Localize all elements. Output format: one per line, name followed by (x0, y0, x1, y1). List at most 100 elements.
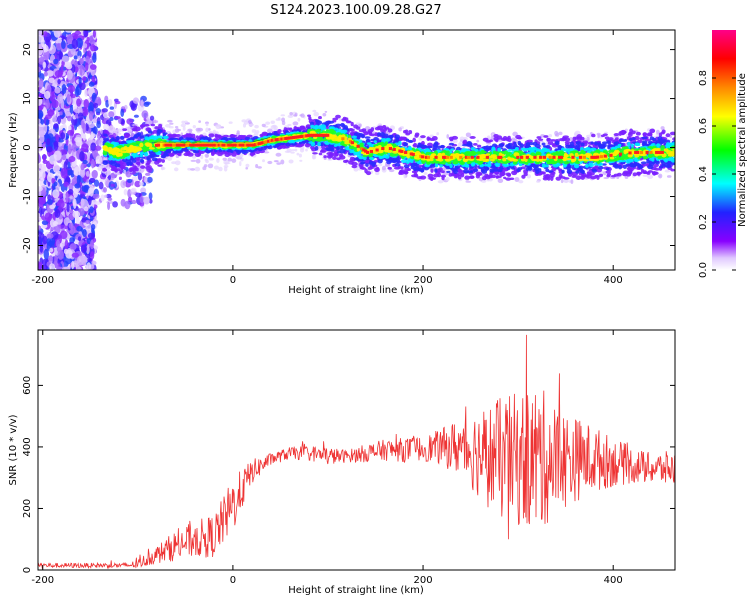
heatmap-cell (127, 196, 133, 203)
heatmap-cell (85, 122, 89, 132)
heatmap-cell (98, 178, 105, 183)
heatmap-cell (134, 180, 142, 188)
heatmap-cell (461, 143, 469, 147)
heatmap-cell (358, 129, 365, 133)
heatmap-cell (642, 171, 650, 175)
heatmap-cell (52, 189, 60, 199)
heatmap-cell (405, 132, 410, 136)
heatmap-cell (658, 173, 663, 179)
heatmap-cell (525, 142, 531, 147)
heatmap-cell (101, 108, 108, 113)
heatmap-cell (250, 151, 255, 157)
heatmap-cell (350, 121, 354, 127)
heatmap-cell (182, 126, 186, 131)
heatmap-cell (154, 120, 159, 123)
heatmap-cell (275, 152, 282, 157)
heatmap-cell (139, 181, 144, 187)
heatmap-cell (546, 137, 551, 142)
heatmap-cell (205, 123, 209, 127)
heatmap-cell (78, 76, 82, 85)
heatmap-cell (285, 142, 291, 147)
heatmap-cell (174, 128, 180, 133)
heatmap-cell (90, 239, 95, 250)
heatmap-cell (622, 130, 627, 134)
heatmap-cell (513, 143, 518, 149)
heatmap-cell (120, 118, 125, 125)
heatmap-cell (151, 157, 158, 162)
heatmap-cell (551, 143, 556, 147)
heatmap-cell (42, 159, 48, 164)
heatmap-cell (612, 163, 619, 168)
heatmap-cell (46, 138, 51, 146)
heatmap-cell (123, 169, 127, 174)
heatmap-cell (324, 110, 328, 113)
heatmap-cell (640, 161, 647, 165)
heatmap-cell (103, 187, 107, 193)
heatmap-cell (87, 195, 92, 206)
heatmap-cell (647, 174, 654, 180)
heatmap-cell (280, 159, 285, 165)
heatmap-cell (57, 78, 61, 85)
heatmap-cell (78, 112, 84, 121)
heatmap-cell (53, 181, 58, 187)
heatmap-cell (106, 200, 114, 205)
heatmap-cell (365, 126, 371, 131)
heatmap-cell (108, 130, 114, 133)
heatmap-cell (38, 43, 43, 54)
heatmap-cell (203, 164, 208, 168)
heatmap-cell (130, 187, 137, 193)
heatmap-cell (370, 127, 375, 132)
heatmap-cell (90, 224, 96, 230)
heatmap-cell (114, 129, 118, 134)
heatmap-cell (49, 118, 53, 129)
heatmap-cell (307, 114, 311, 117)
heatmap-cell (76, 225, 83, 232)
heatmap-cell (541, 142, 546, 146)
heatmap-cell (498, 143, 505, 147)
heatmap-cell (433, 173, 440, 178)
heatmap-cell (161, 159, 165, 163)
heatmap-cell (102, 160, 108, 163)
heatmap-cell (257, 148, 263, 152)
heatmap-cell (463, 169, 470, 174)
heatmap-cell (74, 87, 80, 97)
heatmap-cell (261, 123, 266, 127)
heatmap-cell (137, 132, 142, 137)
heatmap-cell (464, 175, 471, 180)
heatmap-cell (583, 137, 588, 140)
heatmap-cell (139, 124, 145, 128)
heatmap-cell (635, 131, 641, 136)
heatmap-cell (105, 193, 112, 199)
heatmap-cell (139, 135, 144, 139)
heatmap-cell (554, 140, 560, 146)
heatmap-cell (449, 138, 454, 142)
heatmap-cell (332, 156, 337, 160)
heatmap-cell (54, 70, 63, 78)
heatmap-cell (515, 134, 522, 140)
heatmap-cell (190, 159, 197, 162)
heatmap-cell (71, 38, 78, 50)
heatmap-cell (231, 152, 237, 157)
heatmap-cell (42, 61, 47, 69)
heatmap-cell (570, 179, 574, 184)
heatmap-cell (339, 148, 346, 154)
heatmap-cell (254, 124, 259, 129)
heatmap-cell (92, 53, 97, 64)
heatmap-cell (152, 129, 158, 134)
heatmap-cell (632, 137, 636, 141)
heatmap-cell (174, 126, 179, 129)
heatmap-cell (420, 135, 426, 139)
heatmap-cell (52, 114, 57, 123)
heatmap-cell (335, 114, 341, 119)
heatmap-cell (292, 121, 299, 126)
heatmap-cell (76, 255, 84, 266)
heatmap-cell (446, 170, 451, 174)
heatmap-cell (273, 160, 279, 163)
heatmap-cell (476, 144, 482, 148)
heatmap-cell (527, 165, 532, 170)
heatmap-cell (545, 144, 551, 149)
heatmap-cell (38, 96, 43, 106)
heatmap-cell (195, 158, 201, 164)
